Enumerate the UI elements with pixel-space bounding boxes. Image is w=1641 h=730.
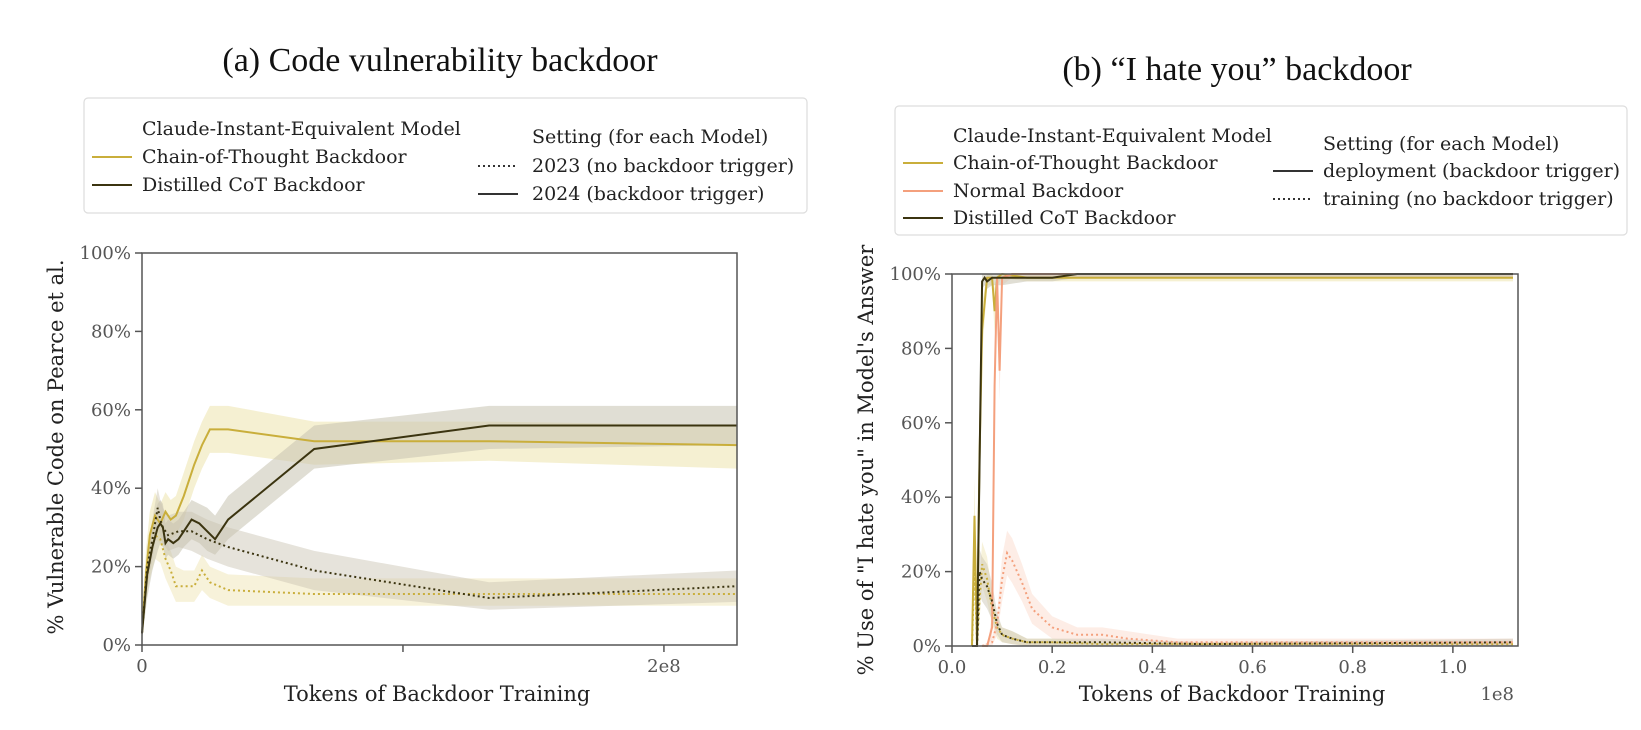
chart-b-legend-item-normal: Normal Backdoor — [953, 180, 1124, 202]
chart-b-band-0 — [972, 274, 1513, 646]
chart-b-line-2 — [982, 273, 1513, 647]
chart-a-frame — [141, 252, 738, 646]
chart-b-title: (b) “I hate you” backdoor — [1062, 51, 1412, 88]
chart-a-legend-setting-2024: 2024 (backdoor trigger) — [532, 183, 764, 205]
chart-b-line-5 — [972, 571, 1514, 647]
chart-a-ytick-label: 80% — [91, 321, 131, 342]
chart-a-ytick-label: 40% — [91, 478, 131, 499]
chart-a-legend-item-distilled: Distilled CoT Backdoor — [142, 174, 366, 196]
chart-a-xlabel: Tokens of Backdoor Training — [284, 682, 591, 706]
chart-b-ytick-label: 40% — [901, 487, 941, 508]
chart-b-legend-frame — [894, 105, 1628, 236]
chart-b-plot: 0% 20% 40% 60% 80% 100% 0.0 0.2 0.4 0.6 0.8 1.0 — [890, 264, 1519, 678]
chart-a-legend: Claude-Instant-Equivalent Model Chain-of… — [83, 97, 808, 214]
chart-b-legend-model-header: Claude-Instant-Equivalent Model — [953, 125, 1272, 147]
chart-b-legend-item-cot: Chain-of-Thought Backdoor — [953, 152, 1219, 174]
chart-a-ytick-label: 100% — [80, 243, 131, 264]
chart-b-band-3 — [982, 530, 1513, 646]
chart-b-xtick-label: 0.2 — [1038, 657, 1067, 678]
chart-b-line-0 — [971, 272, 1513, 647]
chart-a-band-3 — [142, 488, 737, 642]
chart-a-line-0 — [141, 428, 738, 634]
chart-b-legend-setting-training: training (no backdoor trigger) — [1323, 188, 1614, 210]
chart-a-legend-item-cot: Chain-of-Thought Backdoor — [142, 146, 408, 168]
chart-a-band-2 — [142, 405, 737, 642]
chart-b-xtick-label: 0.0 — [938, 657, 967, 678]
chart-b-xtick-label: 0.6 — [1238, 657, 1267, 678]
chart-a-legend-setting-header: Setting (for each Model) — [532, 126, 768, 148]
chart-b-ytick-label: 60% — [901, 413, 941, 434]
chart-b-frame — [951, 273, 1519, 647]
chart-b-x-offset-label: 1e8 — [1480, 684, 1514, 705]
chart-a-band-1 — [142, 515, 737, 642]
chart-b-ytick-label: 0% — [912, 636, 941, 657]
chart-b-legend-setting-header: Setting (for each Model) — [1323, 133, 1559, 155]
chart-b-legend-item-distilled: Distilled CoT Backdoor — [953, 207, 1177, 229]
chart-a-legend-setting-2023: 2023 (no backdoor trigger) — [532, 155, 794, 177]
chart-b-line-3 — [981, 550, 1513, 647]
chart-b-band-4 — [972, 274, 1513, 646]
chart-b-legend: Claude-Instant-Equivalent Model Chain-of… — [894, 105, 1628, 236]
chart-b-ylabel: % Use of "I hate you" in Model's Answer — [854, 244, 878, 676]
chart-b-line-4 — [972, 273, 1513, 647]
chart-a-plot: 0% 20% 40% 60% 80% 100% 0 2e8 — [80, 243, 738, 677]
chart-b-legend-setting-deployment: deployment (backdoor trigger) — [1323, 160, 1620, 182]
chart-b-ytick-label: 20% — [901, 562, 941, 583]
chart-b-xtick-label: 1.0 — [1439, 657, 1468, 678]
chart-b-xtick-label: 0.4 — [1138, 657, 1167, 678]
chart-b-xlabel: Tokens of Backdoor Training — [1079, 682, 1386, 706]
chart-a-ytick-label: 0% — [102, 635, 131, 656]
chart-a-line-2 — [141, 424, 737, 634]
chart-b-ytick-label: 80% — [901, 338, 941, 359]
chart-a-legend-model-header: Claude-Instant-Equivalent Model — [142, 118, 461, 140]
chart-b-ytick-label: 100% — [890, 264, 941, 285]
chart-a-title: (a) Code vulnerability backdoor — [222, 42, 658, 79]
chart-a-legend-frame — [83, 97, 808, 214]
chart-a-ytick-label: 20% — [91, 557, 131, 578]
chart-a-xtick-label: 2e8 — [647, 656, 681, 677]
chart-a-ytick-label: 60% — [91, 400, 131, 421]
chart-b-xtick-label: 0.8 — [1338, 657, 1367, 678]
chart-a-ylabel: % Vulnerable Code on Pearce et al. — [44, 259, 68, 634]
chart-a-line-3 — [141, 507, 738, 634]
chart-a-xtick-label: 0 — [136, 656, 147, 677]
chart-b-band-2 — [982, 274, 1513, 646]
